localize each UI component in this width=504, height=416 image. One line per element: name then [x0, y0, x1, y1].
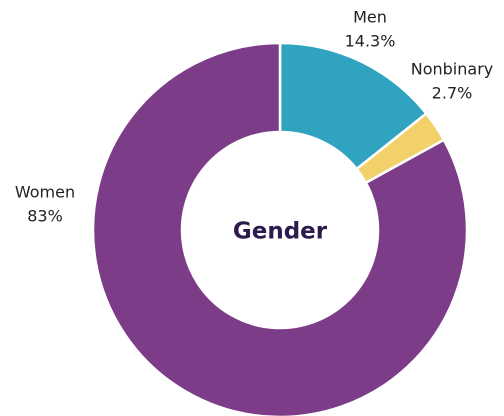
chart-title: Gender — [233, 219, 328, 245]
slice-label: Nonbinary — [411, 60, 494, 79]
slice-label: Men — [353, 8, 387, 27]
slice-value-label: 14.3% — [345, 32, 396, 51]
slice-value-label: 2.7% — [432, 84, 473, 103]
slice — [91, 41, 469, 416]
slice-label: Women — [15, 183, 75, 202]
slice-value-label: 83% — [27, 207, 63, 226]
